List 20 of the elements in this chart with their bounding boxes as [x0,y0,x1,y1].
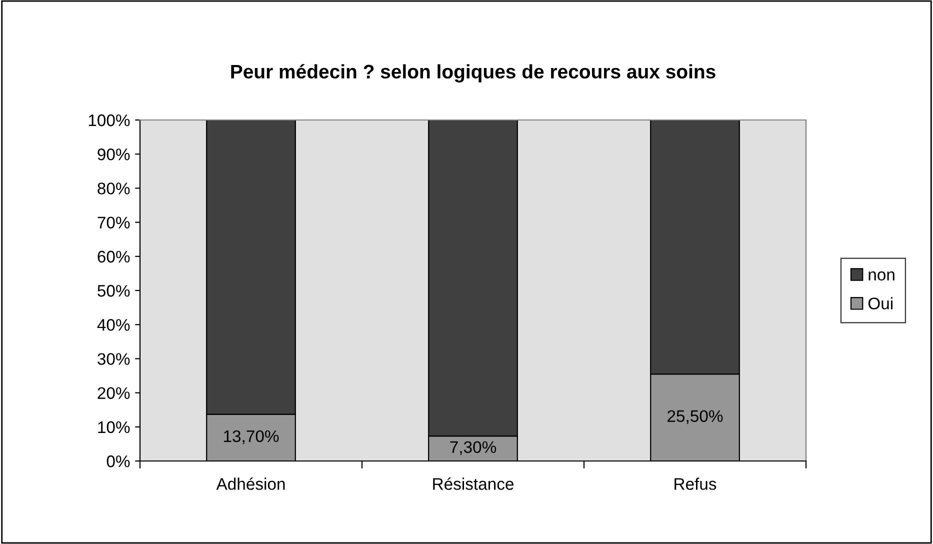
x-tick-label: Adhésion [216,477,285,490]
y-tick-label: 100% [88,114,130,126]
y-tick-label: 20% [98,387,130,400]
data-label: 13,70% [224,430,279,444]
y-tick-label: 30% [98,353,130,365]
y-tick-label: 40% [97,319,130,331]
y-tick-label: 90% [98,148,130,160]
data-label: 25,50% [668,410,723,424]
y-tick-label: 0% [106,455,130,468]
chart-title: Peur médecin ? selon logiques de recours aux soins [231,64,716,82]
y-tick-label: 10% [98,421,130,434]
y-tick-label: 80% [98,182,130,194]
legend-label: non [868,271,894,281]
x-tick-label: Refus [674,478,716,490]
y-tick-label: 50% [98,284,130,297]
legend-label: Oui [868,297,892,310]
y-tick-label: 60% [98,250,130,263]
x-tick-label: Résistance [433,477,514,490]
data-label: 7,30% [450,441,496,455]
y-tick-label: 70% [98,216,130,229]
